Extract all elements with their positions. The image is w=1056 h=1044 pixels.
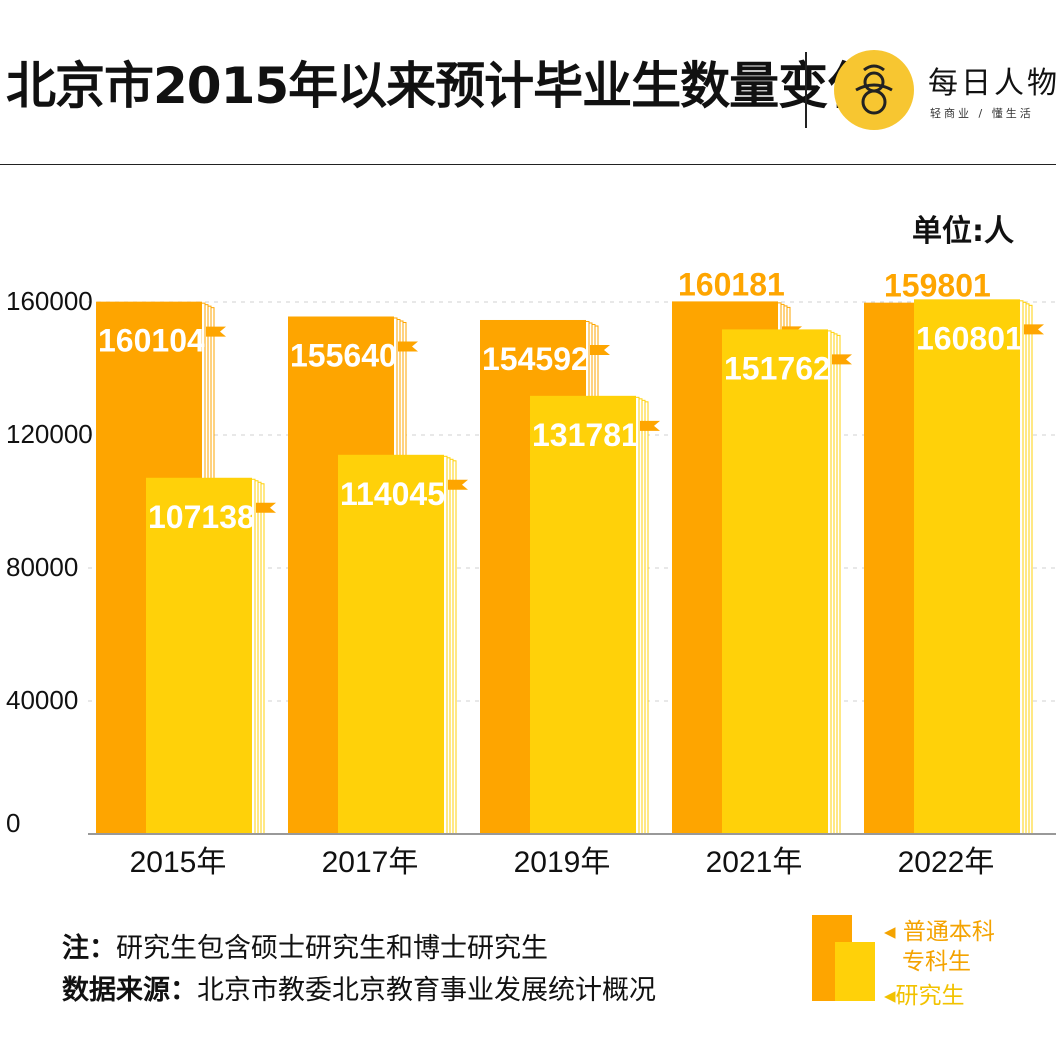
y-tick-label: 120000 <box>6 419 93 449</box>
bar-face <box>530 395 636 834</box>
value-flag-icon <box>832 354 852 365</box>
bar-face <box>722 329 828 834</box>
x-tick-label: 2021年 <box>706 846 803 879</box>
value-label-undergrad: 160104 <box>98 323 205 359</box>
x-tick-label: 2022年 <box>898 846 995 879</box>
bar-graduate <box>146 477 265 835</box>
legend-undergrad-label: ◂ 普通本科 <box>884 919 995 945</box>
logo-slogan: 轻商业 / 懂生活 <box>930 107 1034 120</box>
legend-graduate-swatch <box>835 942 875 1001</box>
value-flag-icon <box>448 479 468 490</box>
title-divider <box>805 52 807 128</box>
page-title: 北京市2015年以来预计毕业生数量变化 <box>6 57 877 115</box>
y-tick-label: 80000 <box>6 552 78 582</box>
note-label: 注： <box>62 933 116 964</box>
logo-name: 每日人物 <box>928 66 1056 101</box>
value-flag-icon <box>206 326 226 337</box>
logo-face-icon <box>834 50 914 130</box>
header-rule <box>0 164 1056 165</box>
value-flag-icon <box>256 502 276 513</box>
note-text: 研究生包含硕士研究生和博士研究生 <box>116 933 548 964</box>
source-label: 数据来源： <box>62 975 197 1006</box>
y-tick-label: 0 <box>6 808 20 838</box>
value-label-undergrad: 154592 <box>482 341 589 377</box>
x-tick-label: 2015年 <box>130 846 227 879</box>
data-source: 数据来源：北京市教委北京教育事业发展统计概况 <box>62 968 656 1007</box>
legend-graduate-label: ◂研究生 <box>884 983 965 1009</box>
value-flag-icon <box>398 341 418 352</box>
value-label-undergrad: 159801 <box>884 268 991 304</box>
bar-face <box>338 454 444 834</box>
legend-undergrad-label-line2: 专科生 <box>902 949 971 975</box>
legend-graduate-text: 研究生 <box>895 983 965 1009</box>
value-flag-icon <box>590 344 610 355</box>
value-label-graduate: 107138 <box>148 499 255 535</box>
value-label-graduate: 131781 <box>532 417 639 453</box>
y-tick-label: 40000 <box>6 685 78 715</box>
bar-face <box>914 299 1020 834</box>
bar-graduate <box>914 299 1033 835</box>
x-tick-label: 2017年 <box>322 846 419 879</box>
y-tick-label: 160000 <box>6 286 93 316</box>
value-label-graduate: 160801 <box>916 320 1023 356</box>
value-label-graduate: 151762 <box>724 350 831 386</box>
bar-graduate <box>338 454 457 835</box>
bar-face <box>146 477 252 834</box>
legend-undergrad-line1: 普通本科 <box>902 919 995 945</box>
x-tick-label: 2019年 <box>514 846 611 879</box>
value-flag-icon <box>640 420 660 431</box>
bar-graduate <box>722 329 841 835</box>
value-flag-icon <box>1024 324 1044 335</box>
value-label-undergrad: 160181 <box>678 266 785 302</box>
value-label-graduate: 114045 <box>340 476 445 512</box>
source-text: 北京市教委北京教育事业发展统计概况 <box>197 975 656 1006</box>
unit-label: 单位:人 <box>912 214 1014 249</box>
bar-graduate <box>530 395 649 835</box>
value-label-undergrad: 155640 <box>290 337 397 373</box>
chart-note: 注：研究生包含硕士研究生和博士研究生 <box>62 926 548 965</box>
